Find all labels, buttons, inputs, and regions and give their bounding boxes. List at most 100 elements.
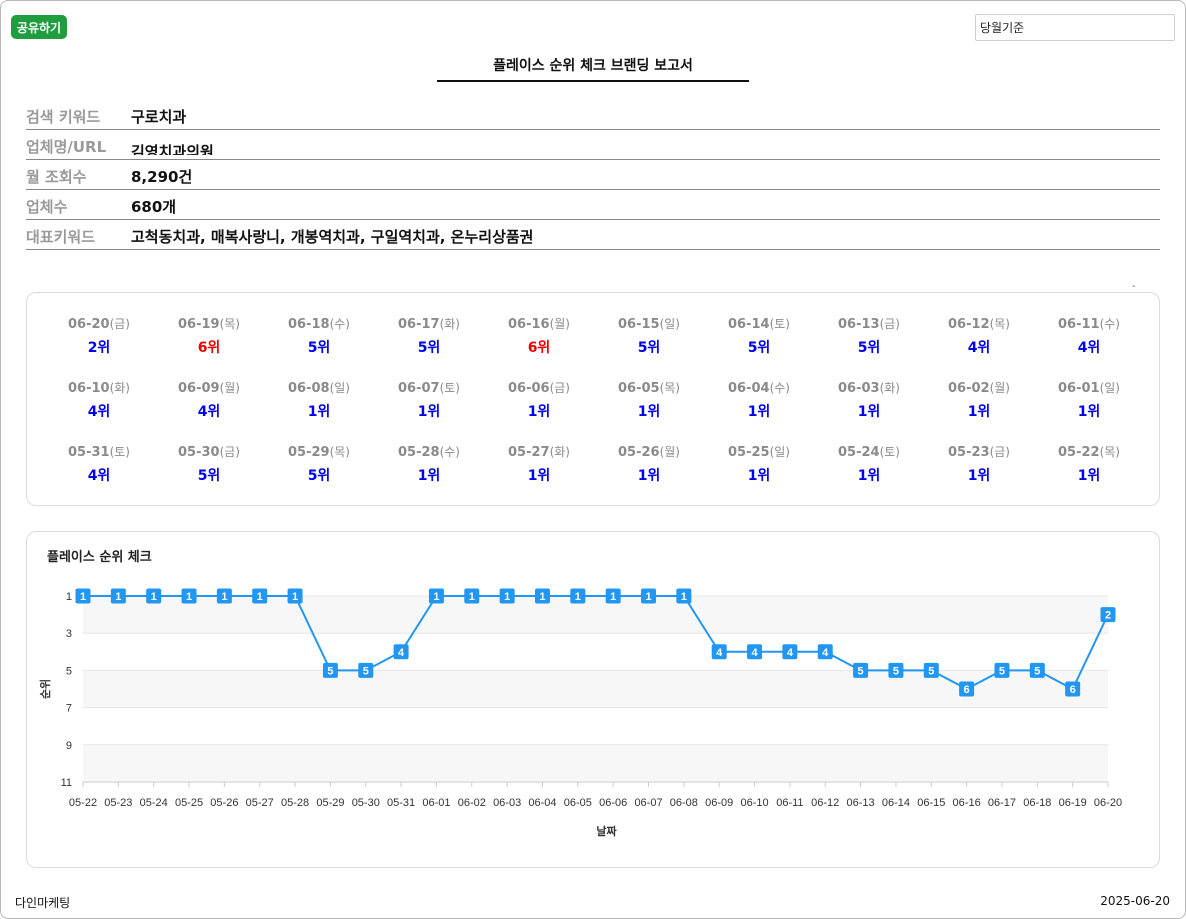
rank-weekday: (일) (1099, 381, 1120, 395)
rank-date: 05-22(목) (1034, 443, 1144, 460)
data-point (1100, 607, 1116, 623)
rank-cell: 06-09(월) 4위 (154, 379, 264, 443)
rank-date-text: 05-23 (948, 445, 990, 460)
rank-value: 1위 (747, 468, 771, 484)
data-label: 1 (151, 591, 157, 603)
data-label: 1 (186, 591, 192, 603)
x-tick-label: 06-13 (847, 797, 875, 809)
rank-cell: 05-25(일) 1위 (704, 443, 814, 507)
rank-cell: 06-07(토) 1위 (374, 379, 484, 443)
rank-date-text: 06-12 (948, 317, 990, 332)
basis-select[interactable]: 당월기준 (975, 14, 1175, 41)
data-label: 5 (893, 665, 899, 677)
info-row-rep-keywords: 대표키워드 고척동치과, 매복사랑니, 개봉역치과, 구일역치과, 온누리상품권 (26, 220, 1160, 250)
x-tick-label: 06-09 (705, 797, 733, 809)
rank-weekday: (금) (989, 445, 1010, 459)
data-label: 1 (257, 591, 263, 603)
data-label: 1 (292, 591, 298, 603)
x-tick-label: 05-24 (140, 797, 168, 809)
rank-cell: 05-29(목) 5위 (264, 443, 374, 507)
data-point (428, 588, 444, 604)
rank-value: 4위 (87, 404, 111, 420)
rank-cell: 06-01(일) 1위 (1034, 379, 1144, 443)
rank-weekday: (화) (439, 317, 460, 331)
data-label: 1 (681, 591, 687, 603)
x-tick-label: 05-27 (246, 797, 274, 809)
rank-cell: 06-06(금) 1위 (484, 379, 594, 443)
rank-cell: 06-14(토) 5위 (704, 315, 814, 379)
rank-weekday: (화) (109, 381, 130, 395)
data-label: 6 (1070, 684, 1076, 696)
x-tick-label: 05-26 (210, 797, 238, 809)
rank-date: 06-18(수) (264, 315, 374, 332)
rank-weekday: (토) (439, 381, 460, 395)
rank-value: 1위 (417, 468, 441, 484)
y-axis-label: 순위 (39, 679, 52, 699)
x-tick-label: 06-17 (988, 797, 1016, 809)
info-label: 대표키워드 (26, 228, 96, 246)
rank-cell: 05-31(토) 4위 (44, 443, 154, 507)
data-point (676, 588, 692, 604)
rank-date: 05-31(토) (44, 443, 154, 460)
data-point (959, 681, 975, 697)
rank-weekday: (월) (989, 381, 1010, 395)
data-label: 2 (1105, 610, 1111, 622)
rank-weekday: (금) (549, 381, 570, 395)
daily-rank-card: 06-20(금) 2위 06-19(목) 6위 06-18(수) 5위 06-17(화) 5위… (26, 292, 1160, 506)
dash-mark: - (1132, 281, 1136, 292)
rank-cell: 06-15(일) 5위 (594, 315, 704, 379)
rank-date-text: 06-18 (288, 317, 330, 332)
info-label: 업체명/URL (26, 138, 107, 156)
rank-date-text: 06-09 (178, 381, 220, 396)
rank-weekday: (수) (439, 445, 460, 459)
rank-weekday: (금) (219, 445, 240, 459)
rank-date-text: 06-01 (1058, 381, 1100, 396)
rank-weekday: (토) (769, 317, 790, 331)
rank-date: 05-30(금) (154, 443, 264, 460)
y-tick-label: 3 (66, 628, 72, 640)
rank-weekday: (목) (329, 445, 350, 459)
rank-weekday: (금) (109, 317, 130, 331)
rank-date: 06-05(목) (594, 379, 704, 396)
info-label: 검색 키워드 (26, 108, 101, 126)
rank-date-text: 06-05 (618, 381, 660, 396)
rank-value: 2위 (87, 340, 111, 356)
rank-cell: 05-30(금) 5위 (154, 443, 264, 507)
x-tick-label: 06-16 (953, 797, 981, 809)
data-point (782, 644, 798, 660)
data-point (853, 662, 869, 678)
data-label: 4 (787, 647, 794, 659)
rank-date-text: 06-15 (618, 317, 660, 332)
data-label: 1 (539, 591, 545, 603)
rank-date: 06-03(화) (814, 379, 924, 396)
rank-weekday: (월) (219, 381, 240, 395)
x-tick-label: 06-19 (1059, 797, 1087, 809)
share-button[interactable]: 공유하기 (11, 15, 67, 39)
rank-value: 5위 (417, 340, 441, 356)
rank-date-text: 06-19 (178, 317, 220, 332)
data-point (994, 662, 1010, 678)
data-label: 4 (716, 647, 723, 659)
rank-weekday: (토) (879, 445, 900, 459)
footer-date: 2025-06-20 (1100, 894, 1170, 908)
rank-value: 1위 (527, 468, 551, 484)
data-point (888, 662, 904, 678)
x-tick-label: 06-12 (811, 797, 839, 809)
rank-date-text: 05-27 (508, 445, 550, 460)
rank-weekday: (화) (549, 445, 570, 459)
data-label: 1 (645, 591, 651, 603)
rank-cell: 06-10(화) 4위 (44, 379, 154, 443)
rank-weekday: (목) (1099, 445, 1120, 459)
data-label: 1 (469, 591, 475, 603)
rank-date: 05-24(토) (814, 443, 924, 460)
rank-date-text: 05-26 (618, 445, 660, 460)
grid-band (83, 744, 1108, 782)
rank-date: 06-16(월) (484, 315, 594, 332)
rank-cell: 06-08(일) 1위 (264, 379, 374, 443)
rank-value: 5위 (857, 340, 881, 356)
rank-date-text: 05-22 (1058, 445, 1100, 460)
info-value[interactable]: 김영치과의원 (131, 143, 214, 155)
x-tick-label: 06-14 (882, 797, 910, 809)
rank-cell: 05-28(수) 1위 (374, 443, 484, 507)
rank-date: 05-23(금) (924, 443, 1034, 460)
